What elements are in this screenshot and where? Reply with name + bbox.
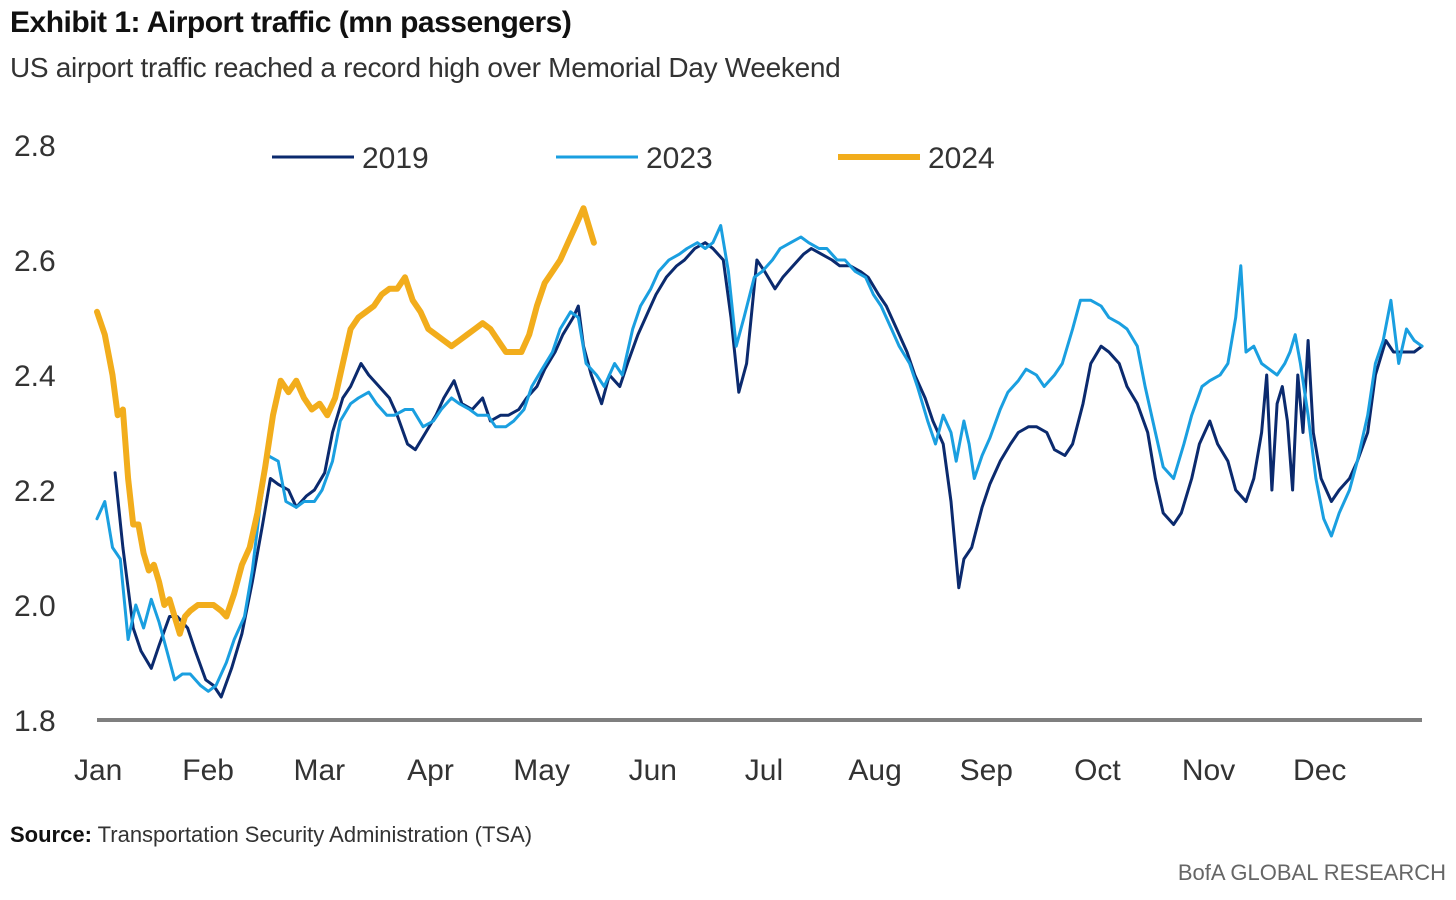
source-label: Source: — [10, 822, 92, 847]
y-tick-label: 1.8 — [14, 705, 56, 738]
chart-subtitle: US airport traffic reached a record high… — [10, 52, 841, 83]
y-tick-label: 2.8 — [14, 130, 56, 163]
x-tick-label: Feb — [182, 754, 234, 787]
legend-label-2023: 2023 — [646, 142, 713, 175]
x-tick-label: Jun — [629, 754, 677, 787]
x-tick-label: Aug — [848, 754, 901, 787]
y-axis-ticks: 1.8 2.0 2.2 2.4 2.6 2.8 — [14, 130, 56, 738]
x-tick-label: Jan — [74, 754, 122, 787]
y-tick-label: 2.0 — [14, 590, 56, 623]
x-tick-label: Nov — [1182, 754, 1235, 787]
source-text: Transportation Security Administration (… — [97, 822, 533, 847]
x-tick-label: Mar — [293, 754, 345, 787]
series-lines — [94, 205, 1424, 699]
series-line-2023 — [95, 224, 1424, 693]
series-line-2024 — [94, 205, 597, 637]
chart-title: Exhibit 1: Airport traffic (mn passenger… — [10, 6, 572, 39]
source-note: Source: Transportation Security Administ… — [10, 822, 532, 848]
y-tick-label: 2.2 — [14, 475, 56, 508]
x-tick-label: Dec — [1293, 754, 1346, 787]
series-line-2019 — [113, 241, 1424, 699]
brand-label: BofA GLOBAL RESEARCH — [1177, 860, 1446, 885]
legend-label-2024: 2024 — [928, 142, 995, 175]
line-chart: 1.8 2.0 2.2 2.4 2.6 2.8 Jan Feb Mar Apr May Jun Jul… — [14, 130, 1424, 787]
legend: 2019 2023 2024 — [272, 142, 995, 175]
legend-label-2019: 2019 — [362, 142, 429, 175]
x-tick-label: Sep — [960, 754, 1013, 787]
x-tick-label: Oct — [1074, 754, 1121, 787]
x-tick-label: Jul — [745, 754, 783, 787]
y-tick-label: 2.4 — [14, 360, 56, 393]
x-axis-ticks: Jan Feb Mar Apr May Jun Jul Aug Sep Oct Nov Dec — [74, 754, 1346, 787]
x-tick-label: Apr — [407, 754, 454, 787]
y-tick-label: 2.6 — [14, 245, 56, 278]
x-tick-label: May — [513, 754, 570, 787]
